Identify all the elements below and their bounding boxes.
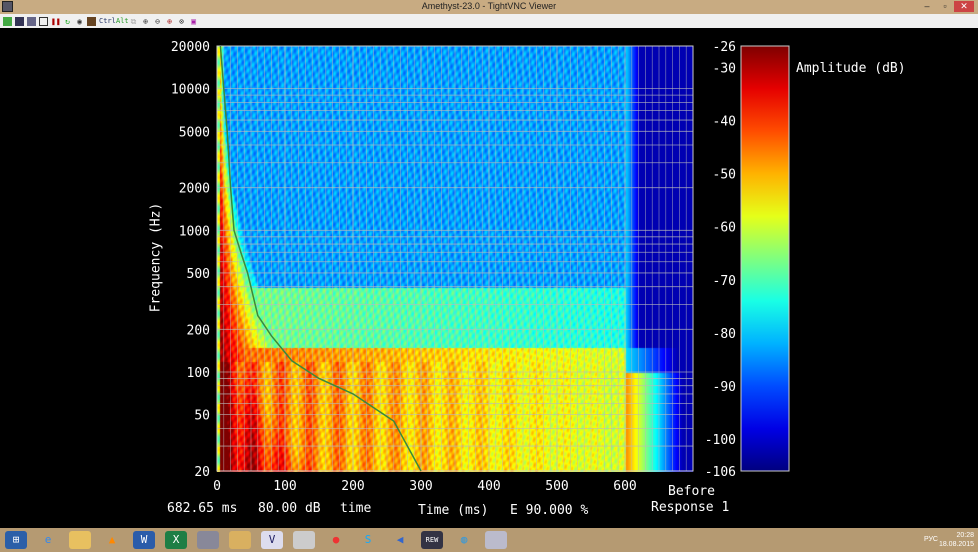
- excel-icon[interactable]: X: [165, 531, 187, 549]
- mode-label: time: [340, 501, 372, 516]
- colorbar: [740, 45, 790, 472]
- y-tick-label: 20: [194, 465, 210, 480]
- options-icon[interactable]: [27, 16, 36, 26]
- folder-icon[interactable]: [229, 531, 251, 549]
- word-icon[interactable]: W: [133, 531, 155, 549]
- clock-time: 20:28: [956, 532, 974, 539]
- app-icon[interactable]: [2, 1, 13, 12]
- globe-icon[interactable]: ◍: [460, 533, 468, 546]
- app-icon-2[interactable]: [293, 531, 315, 549]
- close-button[interactable]: ✕: [954, 1, 974, 12]
- maximize-button[interactable]: ▫: [943, 1, 947, 11]
- colorbar-tick-label: -26: [713, 40, 736, 55]
- clock-date: 18.08.2015: [938, 541, 974, 548]
- colorbar-label: Amplitude (dB): [796, 61, 906, 76]
- window-title: Amethyst-23.0 - TightVNC Viewer: [421, 1, 557, 11]
- taskbar: ⊞ e ▲ W X V ● S ◀ REW ◍ РУС 20:28 18.08.2…: [0, 528, 978, 552]
- cursor-time: 682.65 ms: [167, 501, 238, 516]
- new-connection-icon[interactable]: [3, 16, 12, 26]
- y-axis-label: Frequency (Hz): [148, 202, 164, 313]
- start-button[interactable]: ⊞: [5, 531, 27, 549]
- zoom-100-icon[interactable]: ⊗: [179, 16, 184, 26]
- skype-icon[interactable]: S: [364, 533, 372, 546]
- alt-key-button[interactable]: Alt: [116, 16, 129, 25]
- language-indicator[interactable]: РУС: [923, 536, 938, 543]
- transfer-icon[interactable]: [87, 16, 96, 26]
- plot-overlay: 0 100 200 300 400 500 600 20 50 100 200 500 1000 2000…: [171, 40, 790, 494]
- y-tick-label: 2000: [179, 182, 210, 197]
- scale-icon[interactable]: ▣: [191, 16, 196, 26]
- pause-icon[interactable]: ❚❚: [51, 16, 61, 26]
- vlc-icon[interactable]: ▲: [108, 533, 116, 546]
- colorbar-tick-label: -90: [713, 380, 736, 395]
- rew-icon[interactable]: REW: [421, 531, 443, 549]
- x-tick-label: 500: [545, 479, 568, 494]
- ctrl-alt-del-icon[interactable]: ⧉: [130, 16, 137, 26]
- x-tick-label: 300: [409, 479, 432, 494]
- info-icon[interactable]: [39, 16, 48, 26]
- y-tick-label: 100: [187, 366, 210, 381]
- decay-curve: [219, 45, 422, 472]
- y-tick-label: 5000: [179, 125, 210, 140]
- save-icon[interactable]: [15, 16, 24, 26]
- ie-icon[interactable]: e: [44, 533, 52, 546]
- refresh-icon[interactable]: ↻: [65, 16, 70, 26]
- colorbar-tick-label: -60: [713, 221, 736, 236]
- ctrl-key-button[interactable]: Ctrl: [99, 16, 116, 25]
- zoom-in-icon[interactable]: ⊕: [143, 16, 148, 26]
- view-label: Before: [668, 484, 715, 499]
- colorbar-tick-label: -80: [713, 327, 736, 342]
- chrome-icon[interactable]: ●: [332, 533, 340, 546]
- y-tick-label: 10000: [171, 83, 210, 98]
- zoom-out-icon[interactable]: ⊖: [155, 16, 160, 26]
- colorbar-tick-label: -50: [713, 168, 736, 183]
- y-tick-label: 1000: [179, 224, 210, 239]
- colorbar-tick-label: -100: [705, 433, 736, 448]
- y-tick-label: 500: [187, 267, 210, 282]
- y-tick-label: 20000: [171, 40, 210, 55]
- colorbar-tick-label: -30: [713, 61, 736, 76]
- x-tick-label: 100: [273, 479, 296, 494]
- colorbar-tick-label: -106: [705, 465, 736, 480]
- x-axis-label: Time (ms): [418, 503, 489, 518]
- vnc-viewer-icon[interactable]: V: [261, 531, 283, 549]
- y-tick-label: 50: [194, 409, 210, 424]
- zoom-fit-icon[interactable]: ⊕: [167, 16, 172, 26]
- fullscreen-icon[interactable]: ◉: [77, 16, 82, 26]
- app-icon-3[interactable]: [485, 531, 507, 549]
- y-tick-label: 200: [187, 323, 210, 338]
- clock[interactable]: 20:28 18.08.2015: [939, 531, 974, 549]
- x-tick-label: 0: [213, 479, 221, 494]
- toolbar: ❚❚ ↻ ◉ Ctrl Alt ⧉ ⊕ ⊖ ⊕ ⊗ ▣: [0, 14, 978, 28]
- colorbar-tick-label: -70: [713, 274, 736, 289]
- waterfall-plot[interactable]: 0 100 200 300 400 500 600 20 50 100 200 500 1000 2000…: [0, 28, 978, 528]
- audio-icon[interactable]: ◀: [396, 533, 404, 546]
- response-label: Response 1: [651, 500, 730, 515]
- explorer-icon[interactable]: [69, 531, 91, 549]
- title-bar: Amethyst-23.0 - TightVNC Viewer – ▫ ✕: [0, 0, 978, 14]
- app-icon-1[interactable]: [197, 531, 219, 549]
- x-tick-label: 200: [341, 479, 364, 494]
- energy-label: E 90.000 %: [510, 503, 589, 518]
- plot-frame: [216, 45, 694, 472]
- x-tick-label: 400: [477, 479, 500, 494]
- cursor-level: 80.00 dB: [258, 501, 321, 516]
- colorbar-tick-label: -40: [713, 114, 736, 129]
- x-tick-label: 600: [613, 479, 636, 494]
- minimize-button[interactable]: –: [924, 1, 930, 11]
